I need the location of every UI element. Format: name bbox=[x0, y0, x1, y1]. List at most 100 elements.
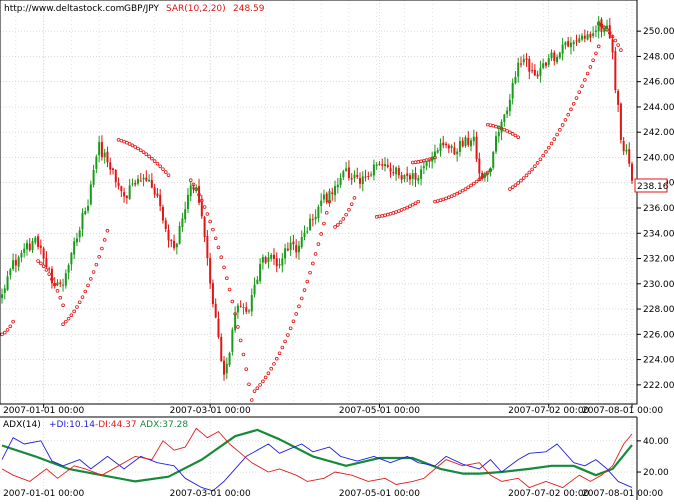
sar-value: 248.59 bbox=[233, 4, 265, 14]
adx-value-legend: ADX:37.28 bbox=[140, 420, 188, 430]
candle-body bbox=[470, 140, 473, 147]
candle-body bbox=[575, 40, 578, 42]
sar-dot bbox=[591, 58, 595, 63]
candle-body bbox=[414, 172, 417, 180]
candle-body bbox=[592, 33, 595, 37]
sar-dot bbox=[410, 202, 415, 207]
candle-body bbox=[342, 171, 345, 178]
sar-dot bbox=[619, 48, 623, 52]
candle-body bbox=[611, 39, 614, 53]
candle-body bbox=[231, 329, 234, 352]
sar-dot bbox=[36, 259, 40, 263]
sar-dot bbox=[2, 330, 7, 335]
sar-dot bbox=[163, 170, 168, 174]
candle-body bbox=[456, 151, 459, 155]
candle-body bbox=[62, 284, 65, 286]
candle-body bbox=[178, 226, 181, 244]
candle-body bbox=[309, 218, 312, 231]
candle-body bbox=[450, 145, 453, 148]
sar-dot bbox=[202, 205, 207, 209]
candle-body bbox=[225, 363, 228, 374]
sar-dot bbox=[205, 212, 210, 216]
sar-dot bbox=[613, 38, 618, 43]
sar-dot bbox=[288, 326, 293, 331]
candle-body bbox=[195, 187, 198, 190]
candle-body bbox=[189, 185, 192, 197]
adx-x-tick-label: 2007-01-01 00:00 bbox=[3, 489, 84, 499]
sar-dot bbox=[508, 187, 512, 191]
candle-body bbox=[495, 136, 498, 152]
candle-body bbox=[261, 257, 264, 263]
candle-body bbox=[295, 244, 298, 253]
sar-dot bbox=[571, 101, 576, 106]
sar-dot bbox=[266, 371, 271, 376]
candle-body bbox=[561, 44, 564, 54]
sar-dot bbox=[58, 295, 63, 300]
candle-body bbox=[411, 173, 414, 179]
candle-body bbox=[170, 239, 173, 241]
candle-body bbox=[306, 231, 309, 233]
sar-dot bbox=[527, 170, 532, 175]
candle-body bbox=[192, 186, 195, 190]
sar-dot bbox=[222, 265, 226, 270]
candle-body bbox=[542, 63, 545, 68]
candle-body bbox=[156, 193, 159, 196]
sar-dot bbox=[516, 135, 521, 140]
sar-dot bbox=[510, 185, 515, 189]
sar-dot bbox=[127, 142, 132, 146]
sar-dot bbox=[272, 362, 276, 366]
sar-dot bbox=[241, 352, 246, 357]
sar-dot bbox=[521, 176, 526, 180]
sar-dot bbox=[55, 289, 60, 293]
candle-body bbox=[48, 268, 51, 270]
candle-body bbox=[625, 149, 628, 152]
candle-body bbox=[284, 248, 287, 259]
sar-dot bbox=[286, 333, 290, 337]
candle-body bbox=[164, 220, 167, 230]
sar-dot bbox=[569, 107, 573, 112]
adx-x-tick-label: 2007-05-01 00:00 bbox=[339, 489, 420, 499]
candle-body bbox=[217, 318, 220, 338]
sar-dot bbox=[249, 398, 254, 402]
sar-dot bbox=[399, 208, 404, 212]
candle-body bbox=[583, 35, 586, 39]
sar-dot bbox=[538, 157, 543, 162]
candle-body bbox=[328, 191, 331, 202]
candle-body bbox=[586, 34, 589, 40]
sar-dot bbox=[236, 325, 240, 329]
candle-body bbox=[481, 172, 484, 178]
candle-body bbox=[536, 74, 539, 77]
candle-body bbox=[397, 168, 400, 176]
adx-x-tick-label: 2007-03-01 00:00 bbox=[170, 489, 251, 499]
candle-body bbox=[56, 282, 59, 286]
candle-body bbox=[539, 68, 542, 76]
sar-dot bbox=[319, 232, 323, 236]
sar-dot bbox=[244, 367, 249, 371]
sar-dot bbox=[66, 316, 71, 321]
candle-body bbox=[142, 177, 145, 180]
candle-body bbox=[181, 218, 184, 227]
candle-body bbox=[447, 145, 450, 149]
sar-dot bbox=[80, 295, 85, 299]
candle-body bbox=[112, 168, 115, 170]
sar-label: SAR(10,2,20) bbox=[166, 4, 226, 14]
sar-dot bbox=[61, 322, 65, 327]
candle-body bbox=[361, 176, 364, 185]
plus-di-legend: +DI:10.14 bbox=[49, 420, 95, 430]
candle-body bbox=[23, 248, 26, 253]
candle-body bbox=[203, 217, 206, 238]
candle-body bbox=[422, 166, 425, 169]
sar-dot bbox=[311, 261, 315, 266]
candle-body bbox=[78, 230, 81, 238]
candle-body bbox=[464, 137, 467, 146]
candle-body bbox=[442, 142, 445, 146]
candle-body bbox=[417, 178, 420, 181]
candle-body bbox=[314, 216, 317, 220]
candle-body bbox=[95, 156, 98, 169]
sar-dot bbox=[460, 188, 465, 193]
adx-legend-title: ADX(14) bbox=[3, 420, 41, 430]
sar-dot bbox=[213, 236, 218, 241]
candle-body bbox=[167, 230, 170, 241]
sar-dot bbox=[294, 312, 298, 316]
